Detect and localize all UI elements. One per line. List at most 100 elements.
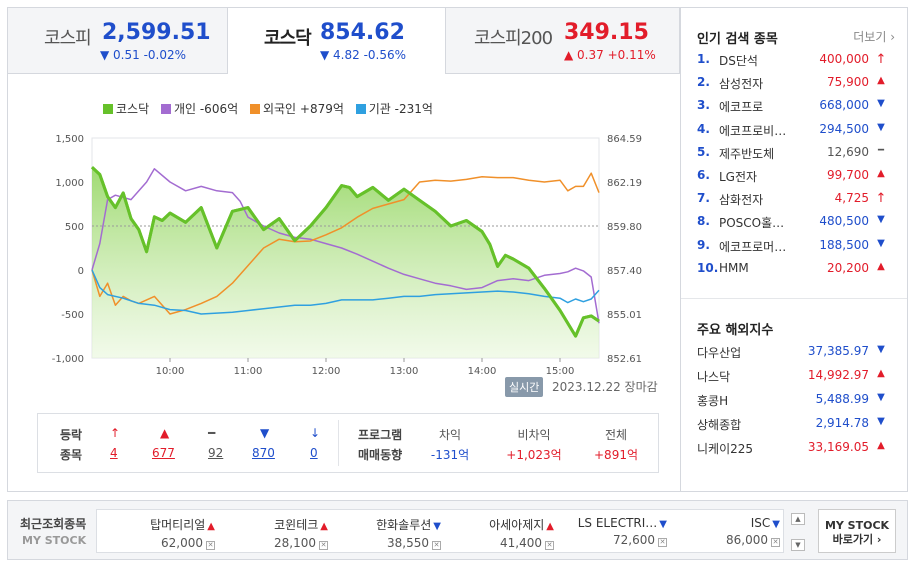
legend-item-individual[interactable]: 개인 -606억 — [160, 102, 238, 116]
recent-stock-item[interactable]: ISC ▼ 86,000 ✕ — [666, 516, 780, 547]
stock-price: 75,900 — [827, 75, 869, 90]
program-arbitrage-value: -131억 — [430, 448, 470, 462]
up-icon: ▲ — [160, 426, 170, 440]
recent-stocks-bar: 최근조회종목 MY STOCK 탑머티리얼 ▲ 62,000 ✕ 코윈테크 ▲ 28,100… — [7, 500, 908, 560]
limit-down-count[interactable]: 0 — [310, 446, 318, 460]
program-nonarbitrage-head: 비차익 — [517, 428, 551, 442]
index-name: 상해종합 — [697, 418, 742, 432]
legend-item-kosdaq[interactable]: 코스닥 — [103, 102, 149, 116]
up-count[interactable]: 677 — [152, 446, 175, 460]
y-left-tick-label: 1,500 — [55, 134, 84, 145]
change-arrow-icon: ▲ — [877, 168, 885, 179]
stock-price: 400,000 — [819, 52, 869, 66]
stock-price: 294,500 — [819, 121, 869, 136]
popular-item[interactable]: 5. 제주반도체 12,690 ━ — [697, 145, 887, 167]
remove-icon[interactable]: ✕ — [206, 541, 215, 550]
program-label: 프로그램 — [358, 428, 403, 442]
y-left-tick-label: 500 — [65, 222, 84, 233]
limit-up-count[interactable]: 4 — [110, 446, 118, 460]
remove-icon[interactable]: ✕ — [658, 538, 667, 547]
world-index-item[interactable]: 니케이225 33,169.05 ▲ — [697, 440, 887, 462]
flat-count[interactable]: 92 — [208, 446, 224, 460]
recent-stock-item[interactable]: 코윈테크 ▲ 28,100 ✕ — [214, 516, 328, 550]
legend-label: 외국인 +879억 — [262, 102, 344, 116]
tab-kospi200[interactable]: 코스피200 349.15 ▲ 0.37 +0.11% — [446, 8, 680, 74]
recent-stock-item[interactable]: 탑머티리얼 ▲ 62,000 ✕ — [101, 516, 215, 550]
index-value: 2,914.78 — [815, 416, 869, 430]
popular-item[interactable]: 10. HMM 20,200 ▲ — [697, 261, 887, 283]
market-status: 장마감 — [624, 380, 658, 394]
tab-change: ▼ 4.82 -0.56% — [320, 48, 407, 62]
change-arrow-icon: ↑ — [875, 52, 887, 67]
x-tick-label: 14:00 — [468, 366, 497, 377]
world-index-item[interactable]: 홍콩H 5,488.99 ▼ — [697, 392, 887, 414]
y-left-tick-label: -500 — [61, 310, 84, 321]
popular-item[interactable]: 9. 에코프로머… 188,500 ▼ — [697, 238, 887, 260]
x-tick-label: 15:00 — [546, 366, 575, 377]
recent-stock-price: 86,000 — [726, 533, 768, 547]
mystock-sub-label: MY STOCK — [22, 534, 87, 547]
series-line-1 — [91, 168, 600, 324]
stock-name: 에코프로 — [719, 100, 764, 115]
y-right-tick-label: 859.80 — [607, 222, 642, 233]
remove-icon[interactable]: ✕ — [319, 541, 328, 550]
popular-item[interactable]: 4. 에코프로비… 294,500 ▼ — [697, 122, 887, 144]
change-arrow-icon: ▲ — [546, 521, 554, 532]
legend-item-institution[interactable]: 기관 -231억 — [355, 102, 433, 116]
recent-stock-name: 아세아제지 — [489, 518, 545, 532]
chevron-right-icon: › — [886, 30, 895, 44]
change-arrow-icon: ▼ — [877, 416, 885, 427]
remove-icon[interactable]: ✕ — [432, 541, 441, 550]
more-link[interactable]: 더보기 › — [853, 28, 895, 45]
world-index-title: 주요 해외지수 — [697, 323, 774, 338]
stock-name: LG전자 — [719, 170, 758, 184]
tab-kospi[interactable]: 코스피 2,599.51 ▼ 0.51 -0.02% — [8, 8, 228, 74]
scroll-down-button[interactable]: ▼ — [791, 539, 805, 551]
x-tick-label: 11:00 — [234, 366, 263, 377]
popular-item[interactable]: 3. 에코프로 668,000 ▼ — [697, 98, 887, 120]
remove-icon[interactable]: ✕ — [545, 541, 554, 550]
legend-label: 코스닥 — [116, 102, 150, 116]
stock-name: POSCO홀… — [719, 216, 785, 231]
world-index-item[interactable]: 상해종합 2,914.78 ▼ — [697, 416, 887, 438]
change-arrow-icon: ▼ — [877, 237, 885, 249]
popular-item[interactable]: 2. 삼성전자 75,900 ▲ — [697, 75, 887, 97]
stock-price: 188,500 — [819, 237, 869, 252]
popular-item[interactable]: 7. 삼화전자 4,725 ↑ — [697, 191, 887, 213]
change-arrow-icon: ▲ — [877, 440, 885, 451]
stock-name: HMM — [719, 260, 749, 275]
triangle-down-icon: ▼ — [795, 541, 801, 549]
right-panel: 인기 검색 종목 더보기 › 1. DS단석 400,000 ↑ 2. 삼성전자 75,90… — [680, 7, 908, 492]
recent-stock-item[interactable]: 한화솔루션 ▼ 38,550 ✕ — [327, 516, 441, 550]
rank-number: 10. — [697, 260, 719, 275]
rank-number: 1. — [697, 52, 710, 66]
series-line-2 — [91, 172, 600, 315]
change-arrow-icon: ▲ — [877, 368, 885, 379]
scroll-up-button[interactable]: ▲ — [791, 513, 805, 525]
y-right-tick-label: 855.01 — [607, 310, 642, 321]
stock-name: 에코프로비… — [719, 123, 787, 138]
world-index-item[interactable]: 다우산업 37,385.97 ▼ — [697, 344, 887, 366]
tab-kosdaq[interactable]: 코스닥 854.62 ▼ 4.82 -0.56% — [228, 8, 446, 74]
kosdaq-intraday-chart[interactable]: 1,500 1,000 500 0 -500 -1,000 864.59 862.19 859.… — [8, 118, 680, 378]
world-index-item[interactable]: 나스닥 14,992.97 ▲ — [697, 368, 887, 390]
program-nonarbitrage-value: +1,023억 — [506, 448, 562, 462]
recent-stock-name: 한화솔루션 — [376, 518, 432, 532]
recent-stock-price: 72,600 — [613, 533, 655, 547]
tab-value: 2,599.51 — [102, 20, 211, 45]
legend-item-foreigner[interactable]: 외국인 +879억 — [249, 102, 344, 116]
index-value: 37,385.97 — [807, 344, 869, 358]
down-count[interactable]: 870 — [252, 446, 275, 460]
change-arrow-icon: ▼ — [877, 214, 885, 226]
recent-stock-name: 코윈테크 — [274, 518, 319, 532]
recent-stock-item[interactable]: 아세아제지 ▲ 41,400 ✕ — [440, 516, 554, 550]
remove-icon[interactable]: ✕ — [771, 538, 780, 547]
tab-name: 코스피 — [44, 28, 92, 49]
mystock-shortcut-button[interactable]: MY STOCK 바로가기 › — [818, 509, 896, 553]
stock-name: DS단석 — [719, 54, 758, 68]
popular-item[interactable]: 6. LG전자 99,700 ▲ — [697, 168, 887, 190]
popular-item[interactable]: 8. POSCO홀… 480,500 ▼ — [697, 214, 887, 236]
recent-stock-item[interactable]: LS ELECTRI… ▼ 72,600 ✕ — [553, 516, 667, 547]
popular-item[interactable]: 1. DS단석 400,000 ↑ — [697, 52, 887, 74]
index-tabs: 코스피 2,599.51 ▼ 0.51 -0.02% 코스닥 854.62 ▼ … — [8, 8, 680, 74]
